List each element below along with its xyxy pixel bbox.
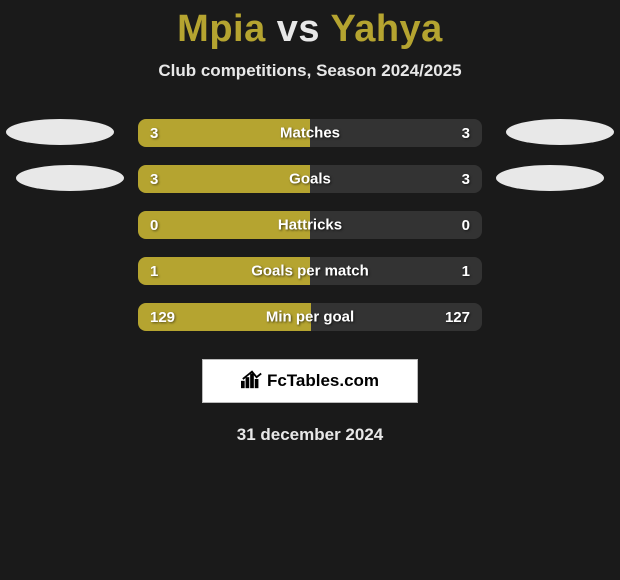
stat-bar: 33Goals xyxy=(138,165,482,193)
stat-bar-right: 127 xyxy=(311,303,482,331)
stat-left-value: 3 xyxy=(138,125,170,142)
stat-right-value: 0 xyxy=(450,217,482,234)
chart-icon xyxy=(241,369,263,394)
stat-left-value: 3 xyxy=(138,171,170,188)
fctables-badge: FcTables.com xyxy=(202,359,418,403)
stat-left-value: 129 xyxy=(138,309,187,326)
stat-bar-left: 3 xyxy=(138,165,310,193)
stat-bar-left: 0 xyxy=(138,211,310,239)
stat-bar: 00Hattricks xyxy=(138,211,482,239)
stats-rows: 33Matches33Goals00Hattricks11Goals per m… xyxy=(0,119,620,331)
stat-bar-right: 3 xyxy=(310,165,482,193)
ellipse-decoration xyxy=(506,119,614,145)
stat-bar: 33Matches xyxy=(138,119,482,147)
stat-row: 00Hattricks xyxy=(0,211,620,239)
stat-row: 129127Min per goal xyxy=(0,303,620,331)
title-vs: vs xyxy=(277,8,320,50)
stat-left-value: 1 xyxy=(138,263,170,280)
title-player2: Yahya xyxy=(330,8,442,50)
date: 31 december 2024 xyxy=(0,425,620,445)
stat-left-value: 0 xyxy=(138,217,170,234)
badge-text: FcTables.com xyxy=(267,371,379,391)
stat-row: 11Goals per match xyxy=(0,257,620,285)
page-title: Mpia vs Yahya xyxy=(0,0,620,51)
title-player1: Mpia xyxy=(177,8,266,50)
ellipse-decoration xyxy=(496,165,604,191)
stat-bar-right: 1 xyxy=(310,257,482,285)
stat-bar-right: 0 xyxy=(310,211,482,239)
stat-right-value: 3 xyxy=(450,125,482,142)
subtitle: Club competitions, Season 2024/2025 xyxy=(0,61,620,81)
stat-bar-left: 1 xyxy=(138,257,310,285)
ellipse-decoration xyxy=(6,119,114,145)
stat-bar-left: 3 xyxy=(138,119,310,147)
ellipse-decoration xyxy=(16,165,124,191)
stat-bar-left: 129 xyxy=(138,303,311,331)
stat-right-value: 1 xyxy=(450,263,482,280)
stat-row: 33Matches xyxy=(0,119,620,147)
stat-right-value: 127 xyxy=(433,309,482,326)
stat-bar: 129127Min per goal xyxy=(138,303,482,331)
stat-bar-right: 3 xyxy=(310,119,482,147)
stat-right-value: 3 xyxy=(450,171,482,188)
stat-row: 33Goals xyxy=(0,165,620,193)
stat-bar: 11Goals per match xyxy=(138,257,482,285)
